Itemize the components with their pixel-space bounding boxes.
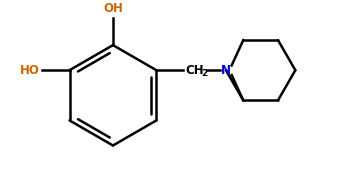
Text: 2: 2: [201, 69, 208, 78]
Text: CH: CH: [185, 64, 204, 77]
Text: OH: OH: [103, 2, 123, 15]
Text: N: N: [221, 64, 231, 77]
Text: HO: HO: [20, 64, 40, 77]
